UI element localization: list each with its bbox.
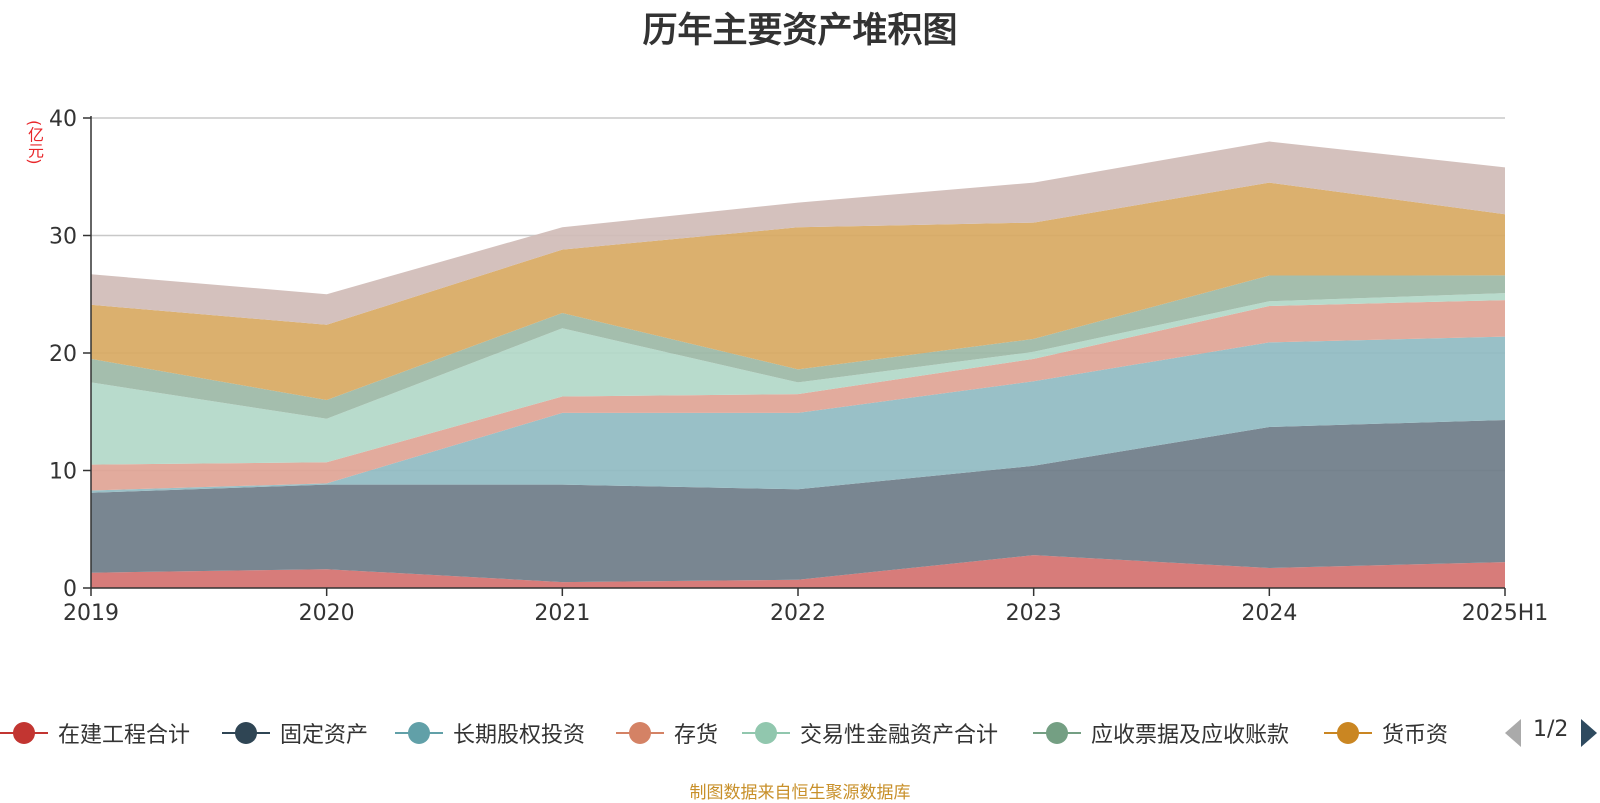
y-axis-unit: (亿元) — [25, 120, 44, 165]
legend-marker-icon — [1033, 715, 1081, 751]
x-tick-label: 2023 — [1006, 601, 1062, 626]
data-source-note: 制图数据来自恒生聚源数据库 — [689, 783, 911, 803]
area-series-path[interactable] — [91, 300, 1505, 491]
legend-dot — [235, 722, 257, 744]
legend-item-trading-financial-assets[interactable]: 交易性金融资产合计 — [742, 715, 998, 751]
x-tick-label: 2022 — [770, 601, 826, 626]
legend-dot — [408, 722, 430, 744]
legend-dot — [13, 722, 35, 744]
x-tick-label: 2019 — [63, 601, 119, 626]
legend-marker-icon — [222, 715, 270, 751]
y-tick-label: 40 — [49, 107, 77, 132]
y-tick-label: 20 — [49, 342, 77, 367]
legend-label: 长期股权投资 — [453, 723, 586, 748]
legend-dot — [1337, 722, 1359, 744]
area-series-path[interactable] — [91, 420, 1505, 583]
y-tick-label: 10 — [49, 460, 77, 485]
legend-item-receivables[interactable]: 应收票据及应收账款 — [1033, 715, 1289, 751]
x-tick-label: 2020 — [299, 601, 355, 626]
y-tick-label: 30 — [49, 225, 77, 250]
legend-marker-icon — [616, 715, 664, 751]
legend-item-inventory[interactable]: 存货 — [616, 715, 718, 751]
legend: 在建工程合计 固定资产 长期股权投资 存货 交易性金融资产合计 — [0, 715, 1600, 755]
legend-page-indicator: 1/2 — [1533, 717, 1569, 742]
legend-dot — [755, 722, 777, 744]
next-page-icon[interactable] — [1581, 719, 1597, 747]
legend-dot — [1046, 722, 1068, 744]
legend-label: 货币资 — [1382, 723, 1449, 748]
legend-label: 存货 — [674, 723, 719, 748]
legend-dot — [629, 722, 651, 744]
area-series-path[interactable] — [91, 555, 1505, 588]
area-series — [91, 141, 1505, 588]
area-series-path[interactable] — [91, 293, 1505, 465]
legend-pager: 1/2 — [1505, 715, 1600, 751]
legend-label: 交易性金融资产合计 — [800, 723, 999, 748]
y-tick-label: 0 — [63, 577, 77, 602]
legend-item-construction[interactable]: 在建工程合计 — [0, 715, 190, 751]
x-tick-label: 2021 — [534, 601, 590, 626]
legend-item-cash[interactable]: 货币资 — [1324, 715, 1448, 751]
legend-label: 固定资产 — [280, 723, 369, 748]
legend-marker-icon — [395, 715, 443, 751]
area-series-path[interactable] — [91, 182, 1505, 400]
prev-page-icon[interactable] — [1505, 719, 1521, 747]
chart-title: 历年主要资产堆积图 — [642, 11, 958, 51]
axes: 0 10 20 30 40 2019 2020 2021 2022 2023 2024 2025H1 — [49, 107, 1548, 626]
legend-label: 应收票据及应收账款 — [1091, 723, 1290, 748]
area-series-path[interactable] — [91, 275, 1505, 419]
legend-item-fixed-assets[interactable]: 固定资产 — [222, 715, 368, 751]
legend-marker-icon — [0, 715, 48, 751]
legend-marker-icon — [1324, 715, 1372, 751]
legend-item-long-term-equity[interactable]: 长期股权投资 — [395, 715, 585, 751]
x-tick-label: 2025H1 — [1462, 601, 1549, 626]
legend-label: 在建工程合计 — [58, 723, 191, 748]
area-series-path[interactable] — [91, 141, 1505, 325]
legend-marker-icon — [742, 715, 790, 751]
x-tick-label: 2024 — [1241, 601, 1297, 626]
area-series-path[interactable] — [91, 336, 1505, 493]
